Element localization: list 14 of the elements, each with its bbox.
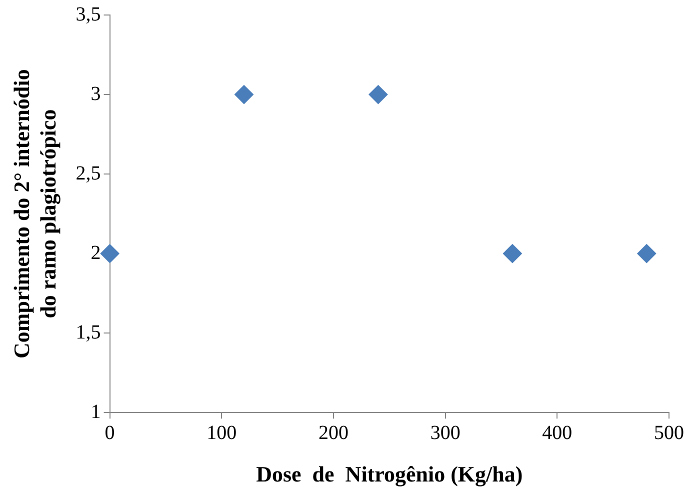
x-tick-label: 300 bbox=[430, 422, 460, 444]
x-tick-label: 400 bbox=[542, 422, 572, 444]
y-tick-label: 3 bbox=[90, 82, 101, 105]
x-tick-label: 200 bbox=[318, 422, 348, 444]
x-tick-label: 0 bbox=[104, 422, 115, 444]
y-tick-label: 1,5 bbox=[76, 321, 101, 344]
x-tick-label: 500 bbox=[654, 422, 684, 444]
y-tick-label: 3,5 bbox=[76, 3, 101, 26]
x-tick-label: 100 bbox=[206, 422, 237, 444]
x-axis-title: Dose de Nitrogênio (Kg/ha) bbox=[256, 461, 523, 486]
y-axis-title: Comprimento do 2° internódio do ramo plagiotrópico bbox=[8, 69, 60, 358]
y-tick-label: 2 bbox=[90, 242, 101, 264]
y-tick-label: 1 bbox=[90, 400, 101, 423]
y-tick-label: 2,5 bbox=[76, 162, 101, 184]
